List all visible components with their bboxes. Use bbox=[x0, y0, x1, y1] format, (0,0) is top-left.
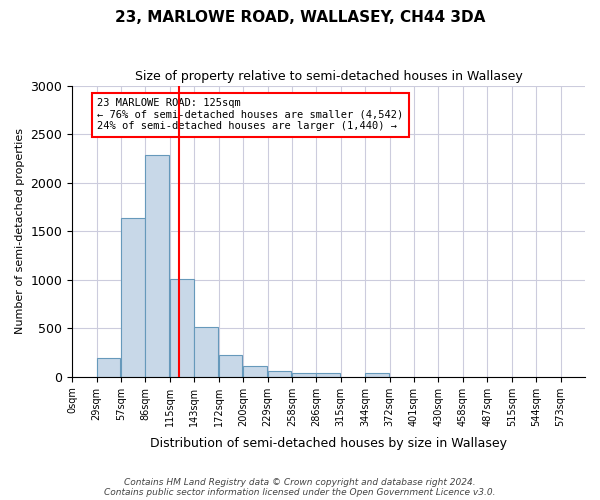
Bar bbox=[243, 366, 267, 377]
Bar bbox=[170, 278, 194, 377]
Bar bbox=[316, 373, 340, 377]
Bar bbox=[292, 373, 316, 377]
Text: 23, MARLOWE ROAD, WALLASEY, CH44 3DA: 23, MARLOWE ROAD, WALLASEY, CH44 3DA bbox=[115, 10, 485, 25]
Bar bbox=[194, 328, 218, 377]
Bar bbox=[145, 156, 169, 377]
Bar bbox=[268, 371, 291, 377]
Bar bbox=[121, 218, 145, 377]
Title: Size of property relative to semi-detached houses in Wallasey: Size of property relative to semi-detach… bbox=[135, 70, 523, 83]
X-axis label: Distribution of semi-detached houses by size in Wallasey: Distribution of semi-detached houses by … bbox=[150, 437, 507, 450]
Bar bbox=[97, 358, 120, 377]
Text: Contains HM Land Registry data © Crown copyright and database right 2024.
Contai: Contains HM Land Registry data © Crown c… bbox=[104, 478, 496, 497]
Bar bbox=[365, 373, 389, 377]
Bar bbox=[218, 356, 242, 377]
Text: 23 MARLOWE ROAD: 125sqm
← 76% of semi-detached houses are smaller (4,542)
24% of: 23 MARLOWE ROAD: 125sqm ← 76% of semi-de… bbox=[97, 98, 404, 132]
Y-axis label: Number of semi-detached properties: Number of semi-detached properties bbox=[15, 128, 25, 334]
